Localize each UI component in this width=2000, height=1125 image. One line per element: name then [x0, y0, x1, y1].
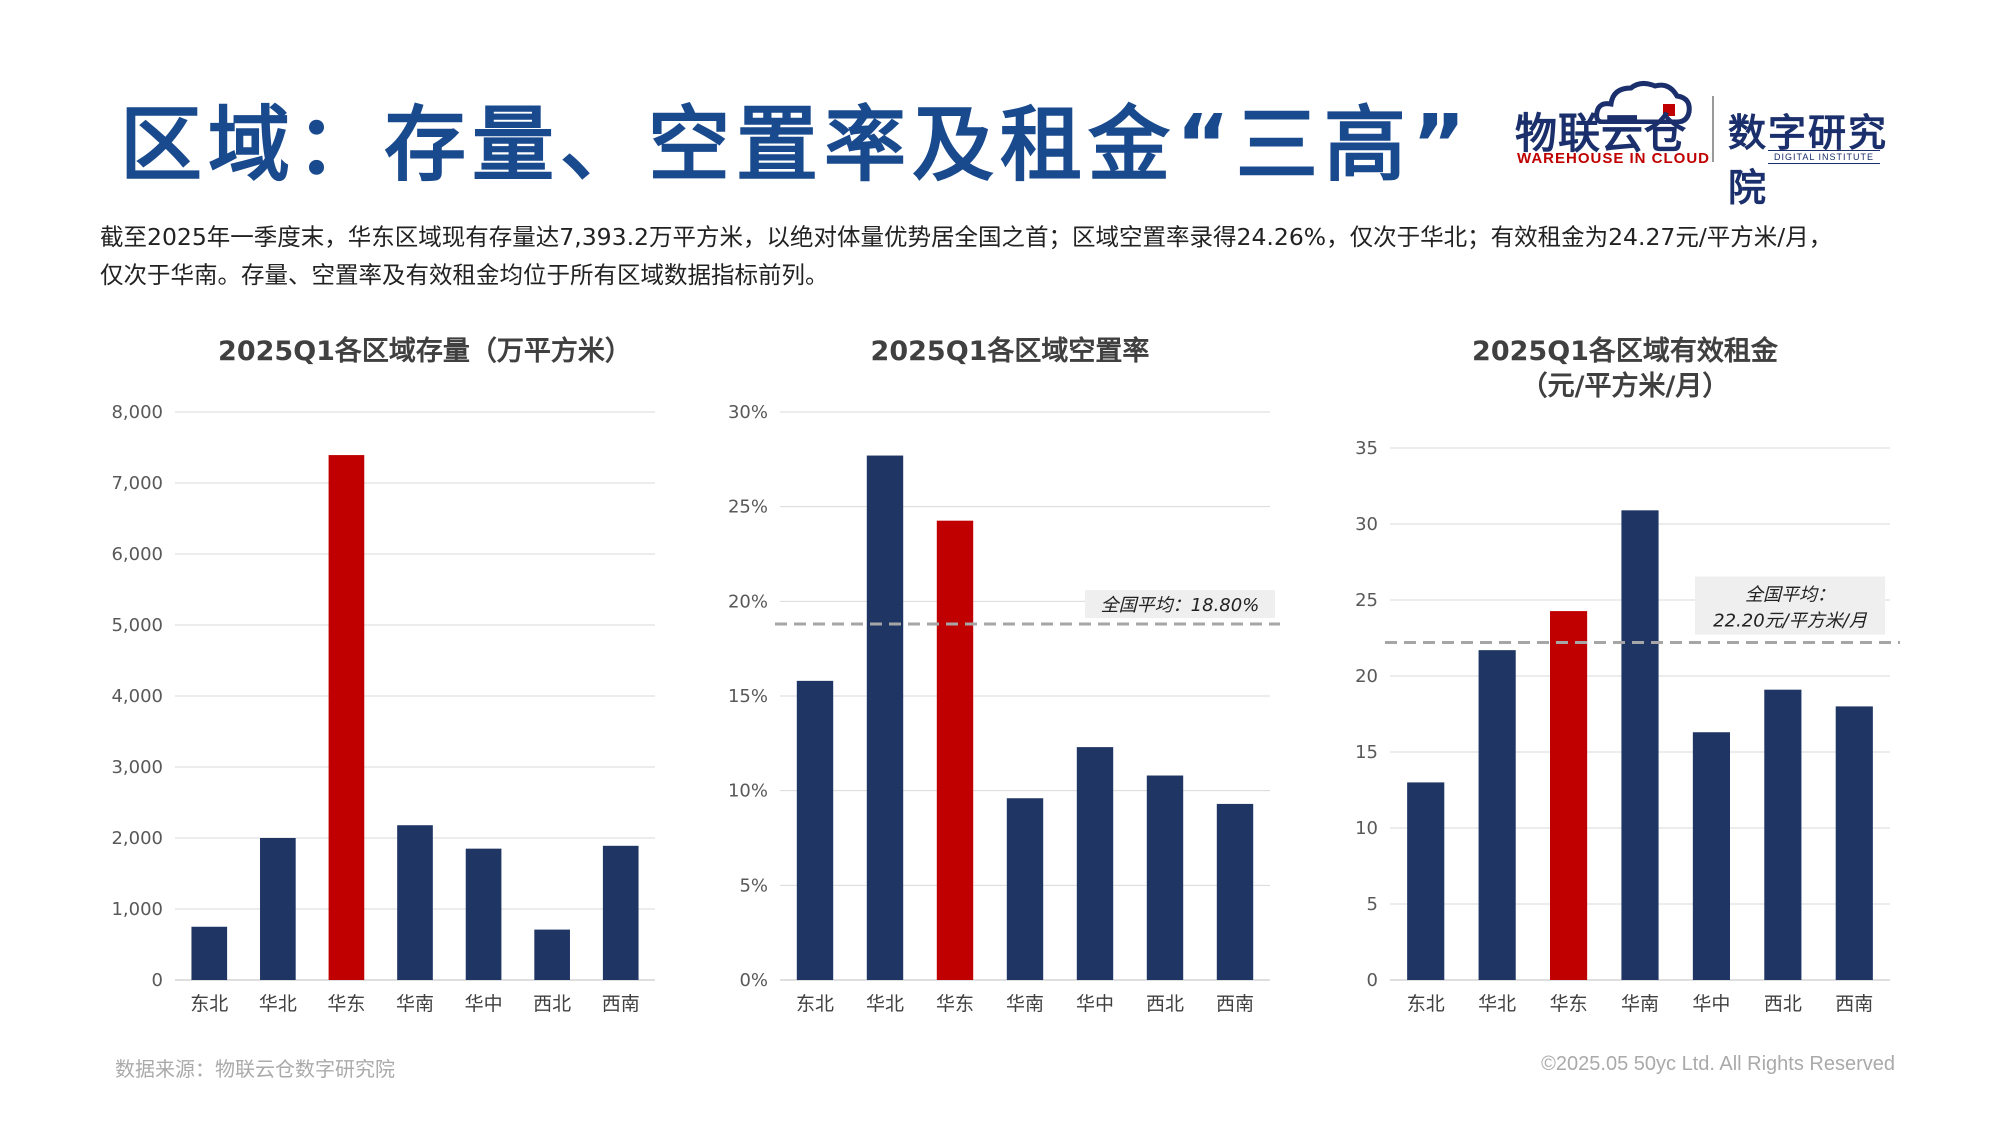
bar-西南 — [1835, 706, 1873, 980]
bar-华东 — [936, 520, 974, 980]
y-tick-label: 4,000 — [111, 686, 163, 707]
rent-chart-svg: 2025Q1各区域有效租金（元/平方米/月） 0 5 10 15 20 25 30 35 东北 华北… — [1355, 335, 1900, 1015]
chart-subtitle: （元/平方米/月） — [1521, 370, 1730, 402]
chart-title: 2025Q1各区域有效租金 — [1472, 335, 1779, 367]
y-tick-label: 30% — [728, 402, 768, 423]
y-tick-label: 25% — [728, 497, 768, 518]
y-tick-label: 0 — [152, 970, 163, 991]
x-tick-label: 华中 — [465, 993, 503, 1015]
x-tick-label: 东北 — [190, 993, 228, 1015]
x-tick-label: 西南 — [1835, 993, 1873, 1015]
x-tick-label: 华北 — [866, 993, 904, 1015]
y-tick-label: 15 — [1355, 742, 1378, 763]
vacancy-chart: 2025Q1各区域空置率 0% 5% 10% 15% 20% 25% 30% 东北 华北 华东 华南 华… — [700, 330, 1300, 1030]
institute-logo: 数字研究院 DIGITAL INSTITUTE — [1728, 78, 1918, 210]
x-tick-label: 华东 — [936, 993, 974, 1015]
chart-title: 2025Q1各区域存量（万平方米） — [218, 335, 632, 367]
bar-华中 — [465, 848, 502, 980]
y-tick-label: 8,000 — [111, 402, 163, 423]
summary-paragraph: 截至2025年一季度末，华东区域现有存量达7,393.2万平方米，以绝对体量优势… — [100, 218, 1930, 294]
y-tick-label: 5 — [1367, 894, 1378, 915]
bar-华北 — [260, 838, 296, 980]
x-tick-label: 西北 — [533, 993, 571, 1015]
bar-华北 — [866, 455, 904, 981]
bar-东北 — [796, 680, 834, 980]
bar-华东 — [1550, 611, 1588, 980]
y-tick-label: 35 — [1355, 438, 1378, 459]
y-tick-label: 10% — [728, 781, 768, 802]
stock-chart: 2025Q1各区域存量（万平方米） 0 1,000 2,000 3,000 4,000 5,… — [95, 330, 695, 1030]
bar-东北 — [1407, 782, 1445, 980]
average-label: 全国平均：18.80% — [1101, 595, 1260, 616]
stock-chart-svg: 2025Q1各区域存量（万平方米） 0 1,000 2,000 3,000 4,000 5,… — [111, 335, 655, 1015]
bar-西北 — [1764, 689, 1802, 980]
y-tick-label: 7,000 — [111, 473, 163, 494]
vacancy-chart-svg: 2025Q1各区域空置率 0% 5% 10% 15% 20% 25% 30% 东北 华北 华东 华南 华… — [728, 335, 1280, 1015]
institute-logo-text: 数字研究院 — [1728, 111, 1889, 210]
bar-华南 — [1621, 510, 1659, 980]
x-tick-label: 西南 — [1216, 993, 1254, 1015]
x-tick-label: 东北 — [796, 993, 834, 1015]
y-tick-label: 20 — [1355, 666, 1378, 687]
x-tick-label: 华东 — [327, 993, 365, 1015]
y-tick-label: 20% — [728, 591, 768, 612]
x-tick-label: 华东 — [1550, 993, 1588, 1015]
x-tick-label: 华南 — [1006, 993, 1044, 1015]
copyright: ©2025.05 50yc Ltd. All Rights Reserved — [1541, 1053, 1895, 1075]
x-tick-label: 华中 — [1076, 993, 1114, 1015]
logo-divider — [1712, 96, 1714, 162]
y-tick-label: 25 — [1355, 590, 1378, 611]
rent-chart: 2025Q1各区域有效租金 （元/平方米/月） 0 5 10 15 20 25 30 35 东北 华北… — [1320, 330, 1920, 1030]
y-tick-label: 10 — [1355, 818, 1378, 839]
page-title: 区域：存量、空置率及租金“三高” — [120, 98, 1472, 193]
y-tick-label: 2,000 — [111, 828, 163, 849]
y-tick-label: 1,000 — [111, 899, 163, 920]
bar-西南 — [602, 845, 639, 980]
chart-title: 2025Q1各区域空置率 — [871, 335, 1150, 367]
average-label-line2: 22.20元/平方米/月 — [1713, 611, 1868, 632]
bar-华南 — [397, 825, 433, 980]
bar-华北 — [1478, 650, 1516, 980]
x-tick-label: 华北 — [259, 993, 297, 1015]
logo-main-text: 物联云仓 — [1515, 109, 1688, 158]
y-tick-label: 5% — [739, 875, 768, 896]
y-tick-label: 5,000 — [111, 615, 163, 636]
bar-西南 — [1216, 803, 1254, 980]
data-source: 数据来源：物联云仓数字研究院 — [115, 1057, 395, 1081]
y-tick-label: 0 — [1367, 970, 1378, 991]
bar-西北 — [1146, 775, 1184, 980]
x-tick-label: 西南 — [602, 993, 640, 1015]
y-tick-label: 0% — [739, 970, 768, 991]
y-tick-label: 3,000 — [111, 757, 163, 778]
logo-sub-text: WAREHOUSE IN CLOUD — [1517, 150, 1711, 167]
x-tick-label: 华南 — [1621, 993, 1659, 1015]
company-logo: 物联云仓 WAREHOUSE IN CLOUD — [1515, 78, 1709, 170]
average-label-line1: 全国平均： — [1745, 585, 1835, 606]
y-tick-label: 30 — [1355, 514, 1378, 535]
bar-东北 — [191, 926, 228, 980]
y-tick-label: 15% — [728, 686, 768, 707]
average-label-bg — [1695, 576, 1885, 635]
x-tick-label: 西北 — [1764, 993, 1802, 1015]
x-tick-label: 华北 — [1478, 993, 1516, 1015]
y-tick-label: 6,000 — [111, 544, 163, 565]
bar-华东 — [328, 455, 365, 981]
bar-华中 — [1076, 747, 1114, 980]
summary-line-2: 仅次于华南。存量、空置率及有效租金均位于所有区域数据指标前列。 — [100, 261, 829, 289]
x-tick-label: 华南 — [396, 993, 434, 1015]
summary-line-1: 截至2025年一季度末，华东区域现有存量达7,393.2万平方米，以绝对体量优势… — [100, 223, 1833, 251]
bar-华南 — [1006, 798, 1044, 980]
x-tick-label: 东北 — [1407, 993, 1445, 1015]
x-tick-label: 华中 — [1692, 993, 1730, 1015]
bar-西北 — [534, 929, 570, 980]
cloud-icon — [1594, 80, 1692, 124]
bar-华中 — [1692, 732, 1730, 980]
x-tick-label: 西北 — [1146, 993, 1184, 1015]
average-label-bg — [1085, 590, 1275, 619]
institute-logo-sub: DIGITAL INSTITUTE — [1768, 150, 1881, 164]
